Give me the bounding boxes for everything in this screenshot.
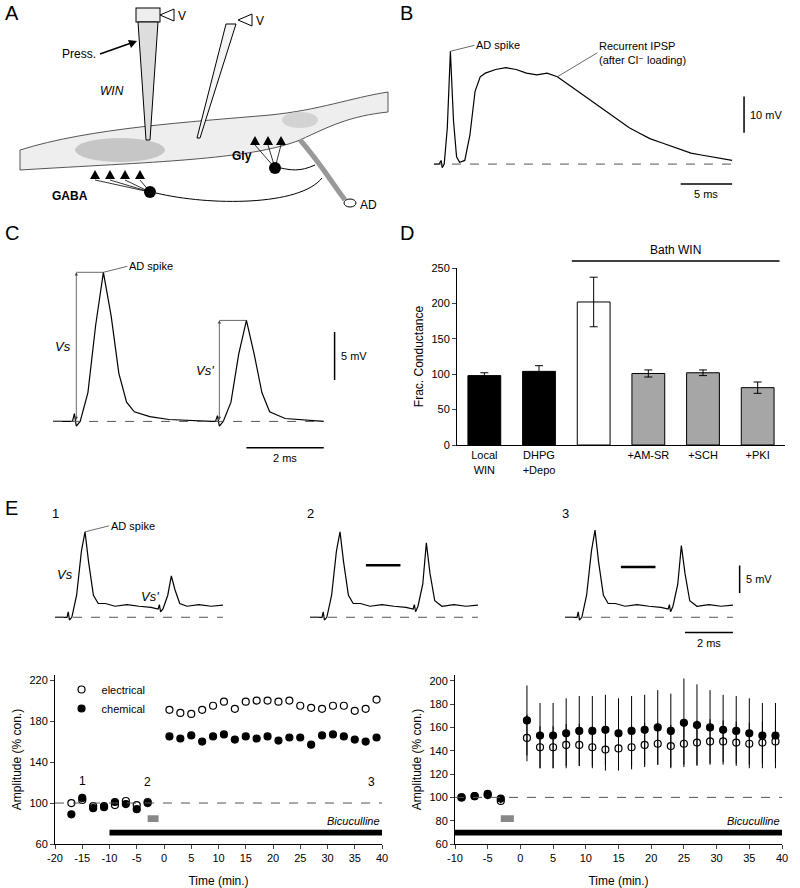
svg-text:20: 20: [645, 852, 657, 864]
svg-text:40: 40: [776, 852, 788, 864]
svg-text:Vs': Vs': [141, 589, 159, 604]
svg-text:0: 0: [517, 852, 523, 864]
svg-text:Press.: Press.: [62, 47, 96, 61]
svg-text:0: 0: [161, 852, 167, 864]
svg-text:V: V: [256, 14, 264, 28]
svg-text:10 mV: 10 mV: [750, 109, 782, 121]
svg-text:25: 25: [294, 852, 306, 864]
svg-text:Amplitude (% con.): Amplitude (% con.): [10, 709, 24, 810]
svg-text:25: 25: [678, 852, 690, 864]
svg-text:Bicuculline: Bicuculline: [727, 815, 780, 827]
svg-text:200: 200: [429, 675, 447, 687]
svg-text:+AM-SR: +AM-SR: [627, 449, 669, 461]
svg-text:DHPG+Depo: DHPG+Depo: [523, 449, 556, 475]
svg-text:electrical: electrical: [102, 684, 145, 696]
svg-text:10: 10: [580, 852, 592, 864]
svg-text:Gly: Gly: [232, 149, 252, 163]
html-text:B: B: [400, 2, 414, 24]
svg-text:-15: -15: [74, 852, 90, 864]
svg-text:AD spike: AD spike: [476, 39, 520, 51]
svg-text:2: 2: [144, 775, 151, 789]
svg-text:35: 35: [743, 852, 755, 864]
svg-text:Frac. Conductance: Frac. Conductance: [412, 305, 426, 407]
svg-text:5: 5: [550, 852, 556, 864]
svg-text:60: 60: [36, 838, 48, 850]
svg-text:AD spike: AD spike: [129, 260, 173, 272]
svg-text:180: 180: [29, 715, 47, 727]
svg-text:LocalWIN: LocalWIN: [471, 449, 497, 475]
svg-text:15: 15: [240, 852, 252, 864]
svg-text:30: 30: [321, 852, 333, 864]
svg-text:160: 160: [429, 721, 447, 733]
svg-text:2 ms: 2 ms: [273, 452, 297, 464]
svg-text:180: 180: [429, 698, 447, 710]
svg-text:Time (min.): Time (min.): [588, 874, 648, 888]
html-text:C: C: [5, 222, 20, 244]
svg-text:Bath WIN: Bath WIN: [650, 243, 701, 257]
svg-text:120: 120: [429, 768, 447, 780]
svg-text:-20: -20: [47, 852, 63, 864]
svg-text:20: 20: [267, 852, 279, 864]
svg-text:-10: -10: [447, 852, 463, 864]
svg-text:150: 150: [431, 333, 449, 345]
svg-text:5: 5: [188, 852, 194, 864]
svg-text:140: 140: [29, 756, 47, 768]
svg-text:2: 2: [307, 506, 314, 521]
svg-text:-5: -5: [483, 852, 493, 864]
svg-text:10: 10: [212, 852, 224, 864]
svg-text:80: 80: [436, 815, 448, 827]
svg-text:100: 100: [431, 368, 449, 380]
svg-text:AD: AD: [360, 198, 377, 212]
svg-text:Vs: Vs: [57, 567, 73, 582]
svg-text:15: 15: [612, 852, 624, 864]
svg-text:-5: -5: [132, 852, 142, 864]
svg-text:40: 40: [376, 852, 388, 864]
svg-text:+PKI: +PKI: [746, 449, 770, 461]
svg-text:3: 3: [562, 506, 569, 521]
svg-text:V: V: [178, 9, 186, 23]
svg-text:50: 50: [438, 403, 450, 415]
svg-text:0: 0: [444, 439, 450, 451]
svg-text:chemical: chemical: [102, 703, 145, 715]
svg-text:220: 220: [29, 674, 47, 686]
html-text:D: D: [400, 222, 415, 244]
svg-text:AD spike: AD spike: [111, 520, 155, 532]
svg-text:140: 140: [429, 745, 447, 757]
svg-text:200: 200: [431, 297, 449, 309]
svg-text:60: 60: [436, 838, 448, 850]
svg-text:30: 30: [710, 852, 722, 864]
svg-text:GABA: GABA: [52, 189, 88, 203]
svg-text:250: 250: [431, 262, 449, 274]
svg-text:+SCH: +SCH: [688, 449, 718, 461]
svg-text:Recurrent IPSP(after Cl⁻ loadi: Recurrent IPSP(after Cl⁻ loading): [599, 40, 686, 66]
svg-text:Bicuculline: Bicuculline: [327, 815, 380, 827]
svg-text:35: 35: [349, 852, 361, 864]
svg-text:100: 100: [29, 797, 47, 809]
svg-text:WIN: WIN: [100, 84, 124, 98]
svg-text:-10: -10: [102, 852, 118, 864]
html-text:A: A: [5, 2, 19, 24]
svg-text:1: 1: [79, 774, 86, 788]
svg-text:100: 100: [429, 791, 447, 803]
svg-text:5 ms: 5 ms: [694, 188, 718, 200]
html-text:E: E: [5, 497, 19, 519]
svg-text:Vs: Vs: [55, 339, 71, 354]
svg-text:Vs': Vs': [196, 363, 214, 378]
svg-text:3: 3: [368, 775, 375, 789]
svg-text:1: 1: [52, 506, 59, 521]
svg-text:Time (min.): Time (min.): [188, 874, 248, 888]
svg-text:5 mV: 5 mV: [341, 350, 367, 362]
svg-text:Amplitude (% con.): Amplitude (% con.): [410, 709, 424, 810]
svg-text:5 mV: 5 mV: [746, 573, 772, 585]
svg-text:2 ms: 2 ms: [697, 637, 721, 649]
